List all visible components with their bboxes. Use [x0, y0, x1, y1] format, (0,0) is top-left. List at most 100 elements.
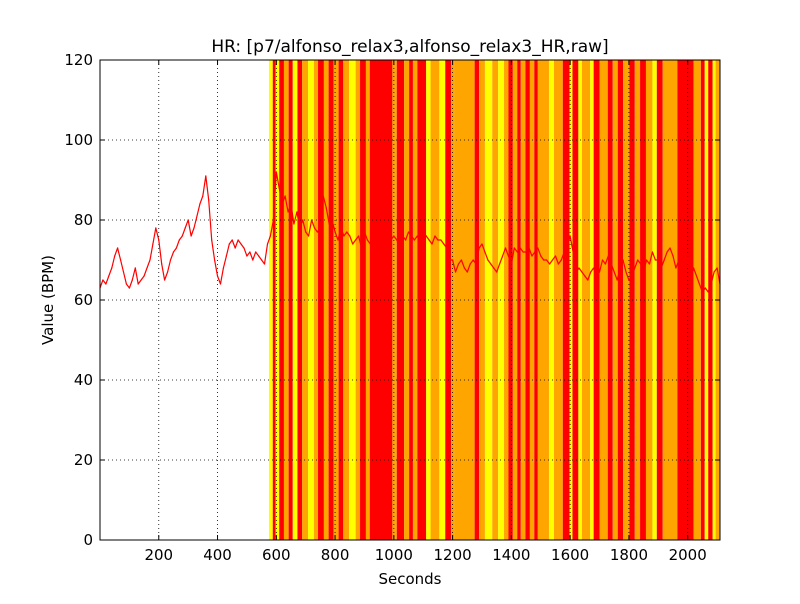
background-band-orange: [520, 60, 526, 540]
data-point: [378, 235, 380, 237]
data-point: [308, 235, 310, 237]
data-point: [293, 223, 295, 225]
data-point: [634, 267, 636, 269]
data-point: [357, 235, 360, 237]
background-band-orange: [645, 60, 653, 540]
data-point: [316, 231, 319, 233]
data-point: [275, 171, 277, 173]
data-point: [302, 219, 304, 221]
background-band-orange: [492, 60, 499, 540]
data-point: [663, 259, 665, 261]
data-point: [607, 255, 609, 257]
data-point: [534, 251, 536, 253]
data-point: [225, 255, 227, 257]
data-point: [296, 211, 298, 213]
data-point: [637, 259, 639, 261]
data-point: [452, 259, 454, 261]
axis-ticks: 200 400 600 800 1000 1200 1400 1600 1800 2000 0 20 4…: [64, 51, 720, 564]
background-band-yellow: [590, 60, 594, 540]
data-point: [651, 251, 654, 253]
data-point: [237, 239, 239, 241]
data-point: [525, 251, 527, 253]
y-tick-label: 80: [74, 211, 93, 229]
data-point: [575, 271, 577, 273]
data-point: [660, 267, 662, 269]
y-tick-label: 100: [64, 131, 93, 149]
data-point: [628, 279, 630, 281]
background-band-red: [288, 60, 293, 540]
data-point: [328, 223, 330, 225]
data-point: [134, 267, 136, 269]
data-point: [402, 235, 404, 237]
data-point: [390, 239, 392, 241]
x-tick-label: 400: [203, 546, 232, 564]
data-point: [616, 279, 618, 281]
background-band-orange: [365, 60, 370, 540]
data-point: [413, 239, 416, 241]
x-tick-label: 1200: [434, 546, 472, 564]
x-tick-label: 600: [262, 546, 291, 564]
data-point: [645, 259, 648, 261]
background-band-red: [572, 60, 579, 540]
data-point: [581, 271, 583, 273]
data-point: [419, 239, 421, 241]
background-band-yellow: [439, 60, 446, 540]
data-point: [363, 231, 366, 233]
background-band-orange: [283, 60, 289, 540]
background-band-red: [279, 60, 284, 540]
x-tick-label: 800: [321, 546, 350, 564]
data-point: [578, 267, 580, 269]
background-band-yellow: [652, 60, 657, 540]
data-point: [269, 235, 272, 237]
data-point: [310, 219, 313, 221]
background-band-orange: [662, 60, 678, 540]
background-band-red: [677, 60, 694, 540]
grid-lines: [100, 60, 720, 540]
data-point: [554, 255, 557, 257]
data-point: [164, 279, 166, 281]
data-point: [322, 195, 324, 197]
data-point: [416, 235, 418, 237]
data-point: [695, 275, 698, 277]
data-point: [355, 239, 357, 241]
background-band-yellow: [548, 60, 554, 540]
data-point: [249, 251, 251, 253]
background-band-orange: [412, 60, 418, 540]
data-point: [102, 279, 104, 281]
data-point: [190, 235, 192, 237]
data-point: [654, 259, 656, 261]
data-point: [143, 275, 145, 277]
data-point: [396, 239, 398, 241]
data-point: [681, 251, 683, 253]
data-point: [252, 259, 254, 261]
series-line: [99, 171, 721, 293]
background-band-red: [517, 60, 521, 540]
data-point: [501, 255, 504, 257]
data-point: [122, 271, 125, 273]
data-point: [313, 227, 316, 229]
data-point: [519, 247, 521, 249]
data-point: [299, 227, 301, 229]
data-point: [457, 263, 460, 265]
data-point: [137, 283, 139, 285]
data-point: [375, 243, 377, 245]
data-point: [540, 255, 542, 257]
y-tick-label: 20: [74, 451, 93, 469]
data-point: [384, 243, 386, 245]
data-point: [507, 255, 510, 257]
background-band-yellow: [292, 60, 298, 540]
data-point: [181, 235, 183, 237]
data-point: [504, 247, 507, 249]
data-point: [117, 247, 119, 249]
background-band-red: [409, 60, 413, 540]
data-point: [496, 271, 498, 273]
background-band-red: [360, 60, 366, 540]
data-point: [158, 239, 160, 241]
data-point: [258, 255, 260, 257]
data-point: [243, 247, 245, 249]
background-band-red: [417, 60, 427, 540]
data-point: [281, 203, 283, 205]
data-point: [710, 283, 712, 285]
background-band-red: [700, 60, 705, 540]
data-point: [187, 219, 189, 221]
